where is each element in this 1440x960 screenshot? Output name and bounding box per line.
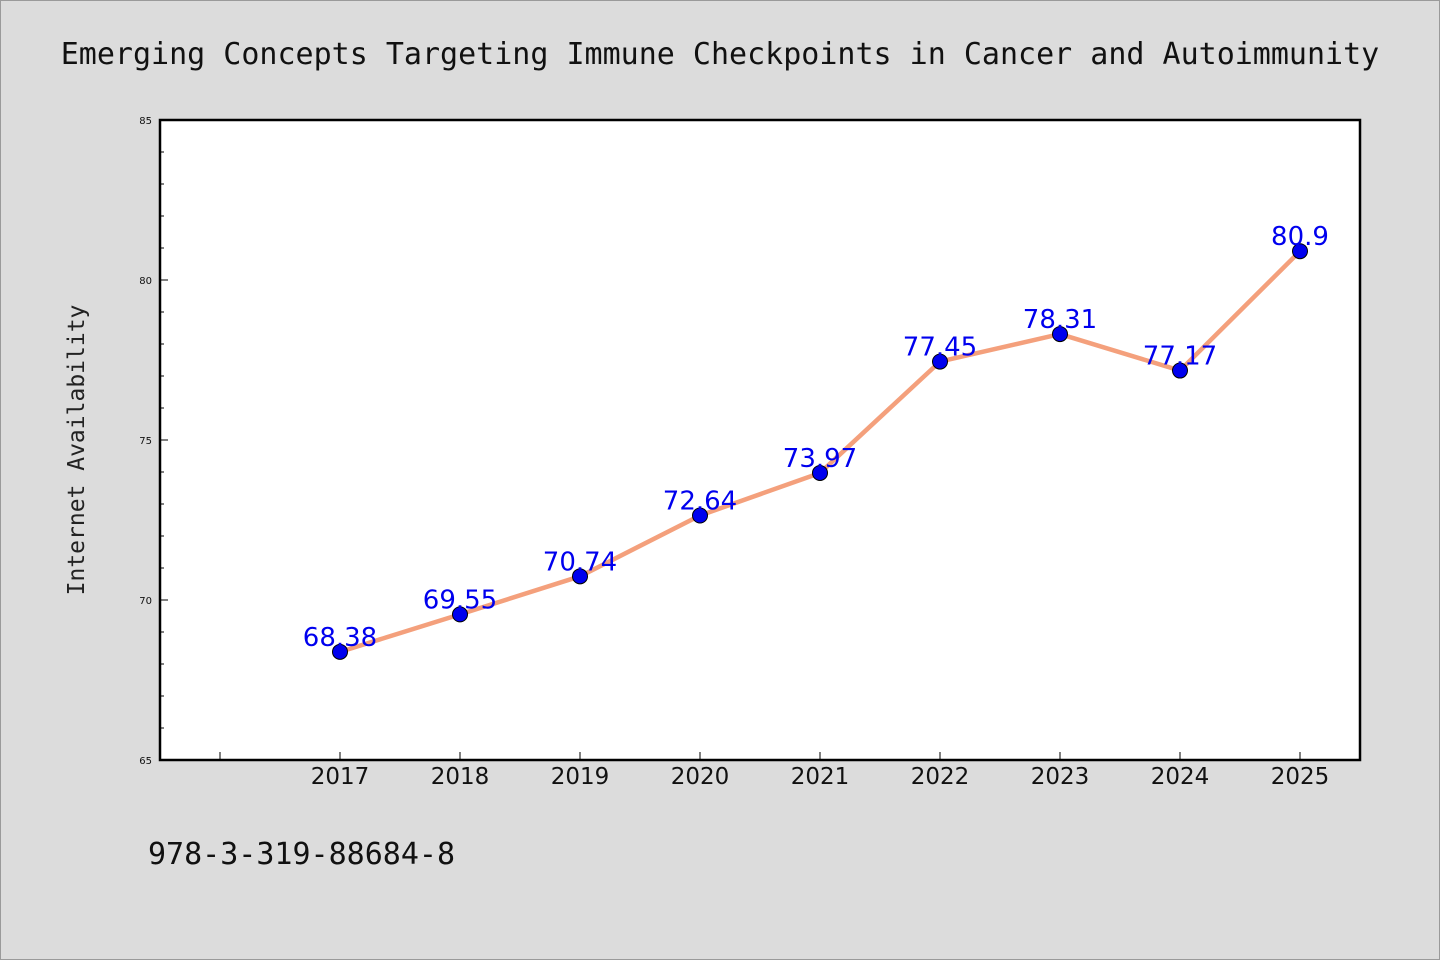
data-label: 77.17 <box>1143 342 1217 372</box>
data-point <box>692 507 708 524</box>
x-tick-label: 2025 <box>1271 764 1330 790</box>
data-label: 70.74 <box>543 547 617 577</box>
data-point <box>1292 243 1308 260</box>
y-tick-label: 75 <box>139 436 152 447</box>
data-label: 69.55 <box>423 585 497 615</box>
data-point <box>1172 362 1188 379</box>
data-label-group: 68.38 69.55 70.74 72.64 73.97 77.45 78.31 77.17… <box>303 222 1329 653</box>
x-tick-label: 2018 <box>431 764 490 790</box>
data-point <box>1052 326 1068 343</box>
data-label: 77.45 <box>903 333 977 363</box>
x-tick-label: 2019 <box>551 764 610 790</box>
x-tick-label: 2021 <box>791 764 850 790</box>
plot-area <box>160 120 1360 760</box>
y-tick-label: 85 <box>139 116 152 127</box>
chart-title: Emerging Concepts Targeting Immune Check… <box>61 37 1380 72</box>
x-tick-label: 2022 <box>911 764 970 790</box>
data-label: 68.38 <box>303 623 377 653</box>
data-point <box>332 643 348 660</box>
data-label: 72.64 <box>663 487 737 517</box>
isbn-text: 978-3-319-88684-8 <box>148 837 455 872</box>
x-tick-label: 2017 <box>311 764 370 790</box>
x-tick-label: 2024 <box>1151 764 1210 790</box>
x-axis: 2017 2018 2019 2020 2021 2022 2023 2024 2025 <box>219 752 1330 790</box>
data-label: 73.97 <box>783 444 857 474</box>
y-tick-label: 80 <box>139 276 152 287</box>
y-tick-label: 65 <box>139 756 152 767</box>
data-label: 78.31 <box>1023 305 1097 335</box>
data-point <box>932 353 948 370</box>
x-tick-label: 2023 <box>1031 764 1090 790</box>
x-tick-label: 2020 <box>671 764 730 790</box>
y-axis-label: Internet Availability <box>64 305 90 596</box>
data-point <box>572 568 588 585</box>
y-tick-label: 70 <box>139 596 152 607</box>
plot-border <box>158 118 1362 762</box>
data-point <box>812 464 828 481</box>
marker-group <box>332 243 1308 660</box>
data-point <box>452 606 468 623</box>
data-label: 80.9 <box>1271 222 1329 252</box>
